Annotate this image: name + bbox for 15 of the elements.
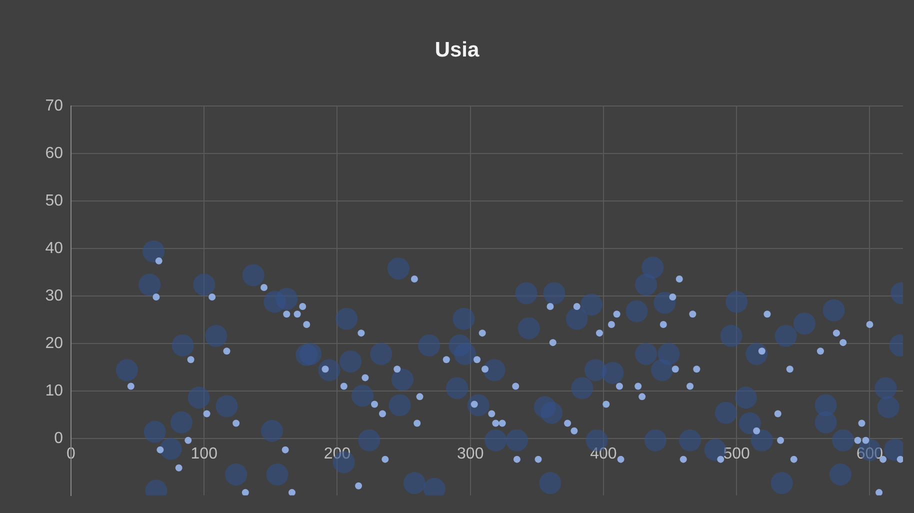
x-tick-label: 400	[590, 445, 617, 462]
chart-title: Usia	[434, 38, 480, 62]
y-tick-label: 0	[54, 430, 64, 447]
y-tick-label: 10	[45, 382, 64, 400]
x-tick-label: 200	[324, 445, 351, 462]
x-tick-label: 300	[457, 445, 484, 462]
y-tick-label: 40	[45, 240, 64, 257]
y-tick-label: 50	[45, 192, 64, 210]
x-tick-label: 500	[723, 445, 750, 462]
y-tick-label: 70	[45, 98, 64, 115]
y-tick-label: 20	[45, 334, 64, 352]
x-tick-label: 100	[190, 445, 218, 462]
y-tick-label: 30	[45, 287, 64, 304]
y-tick-label: 60	[45, 145, 64, 162]
x-tick-label: 600	[856, 445, 884, 462]
